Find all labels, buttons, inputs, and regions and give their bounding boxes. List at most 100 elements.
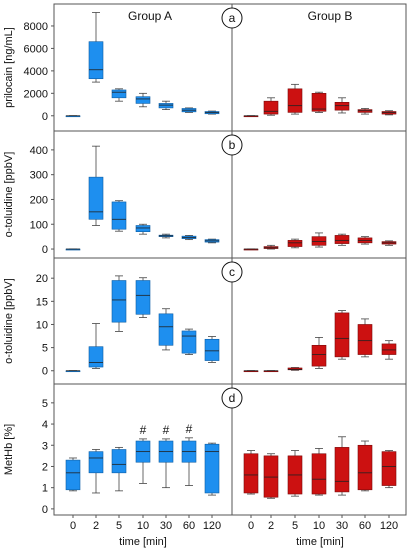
- box-b-1-30: [334, 233, 350, 246]
- panel-frames: [51, 3, 407, 518]
- box-body: [334, 235, 350, 244]
- y-tick-label-c: 10: [36, 319, 48, 331]
- box-body: [111, 201, 127, 230]
- panel-letter-circle-c: [221, 261, 243, 283]
- x-tick-label: 10: [313, 520, 325, 532]
- y-tick-label-a: 8000: [24, 21, 48, 33]
- box-body: [287, 240, 303, 247]
- panel-frame-d: [53, 383, 407, 516]
- y-tick-label-c: 5: [42, 343, 48, 355]
- x-tick-label: 120: [380, 520, 398, 532]
- box-body: [381, 343, 397, 355]
- box-c-1-5: [287, 367, 303, 371]
- box-body: [88, 41, 104, 80]
- y-tick-label-c: 15: [36, 296, 48, 308]
- box-b-0-120: [204, 238, 220, 244]
- box-b-1-10: [311, 232, 327, 248]
- box-a-1-0: [243, 115, 259, 118]
- box-c-1-10: [311, 337, 327, 369]
- box-body: [334, 102, 350, 111]
- box-b-0-10: [135, 223, 151, 235]
- box-c-0-10: [135, 277, 151, 318]
- box-body: [88, 346, 104, 368]
- box-c-1-30: [334, 310, 350, 360]
- y-tick-label-b: 200: [30, 194, 48, 206]
- box-body: [357, 324, 373, 355]
- box-a-0-5: [111, 88, 127, 102]
- y-tick-label-a: 4000: [24, 66, 48, 78]
- box-d-0-2: [88, 449, 104, 494]
- box-body: [311, 93, 327, 112]
- x-tick-label: 30: [160, 520, 172, 532]
- box-body: [381, 451, 397, 486]
- panel-letter-d: d: [229, 391, 236, 405]
- x-tick-label: 5: [116, 520, 122, 532]
- y-axis-label-d: MetHb [%]: [3, 424, 15, 475]
- box-body: [111, 89, 127, 99]
- y-tick-label-a: 2000: [24, 88, 48, 100]
- box-d-1-10: [311, 448, 327, 496]
- x-tick-label: 2: [268, 520, 274, 532]
- box-body: [135, 280, 151, 315]
- box-b-1-60: [357, 236, 373, 245]
- y-tick-label-a: 6000: [24, 43, 48, 55]
- box-body: [334, 447, 350, 493]
- box-d-0-10: [135, 438, 151, 484]
- x-axis-label-1: time [min]: [296, 536, 344, 548]
- box-a-0-60: [181, 107, 197, 113]
- box-c-1-2: [263, 370, 279, 373]
- group-title-0: Group A: [128, 9, 172, 23]
- box-body: [311, 236, 327, 246]
- box-body: [88, 176, 104, 220]
- box-d-1-5: [287, 450, 303, 497]
- box-b-1-2: [263, 244, 279, 250]
- y-axis-label-b: o-toluidine [ppbV]: [3, 152, 15, 238]
- box-c-0-2: [88, 323, 104, 369]
- panel-letter-c: c: [229, 265, 235, 279]
- box-body: [181, 330, 197, 354]
- box-a-1-10: [311, 91, 327, 113]
- y-tick-label-d: 3: [42, 440, 48, 452]
- panel-letter-circle-d: [221, 387, 243, 409]
- box-a-1-5: [287, 83, 303, 115]
- panel-letter-circle-b: [221, 134, 243, 156]
- box-c-1-0: [243, 370, 259, 373]
- box-b-1-5: [287, 238, 303, 249]
- x-tick-label: 0: [70, 520, 76, 532]
- box-b-0-60: [181, 235, 197, 241]
- x-tick-label: 60: [359, 520, 371, 532]
- box-b-0-2: [88, 145, 104, 226]
- y-tick-label-c: 0: [42, 366, 48, 378]
- x-axis-label-0: time [min]: [119, 536, 167, 548]
- box-c-0-60: [181, 328, 197, 355]
- box-d-1-60: [357, 440, 373, 492]
- y-tick-label-b: 0: [42, 244, 48, 256]
- box-body: [111, 280, 127, 323]
- box-body: [158, 103, 174, 109]
- box-body: [88, 451, 104, 474]
- box-b-1-120: [381, 240, 397, 246]
- box-c-0-30: [158, 308, 174, 351]
- box-body: [311, 344, 327, 367]
- box-body: [287, 367, 303, 371]
- box-b-0-30: [158, 233, 174, 239]
- box-a-1-30: [334, 97, 350, 114]
- group-title-1: Group B: [308, 9, 353, 23]
- box-body: [287, 88, 303, 113]
- box-a-0-0: [65, 115, 81, 118]
- panel-letter-b: b: [229, 138, 236, 152]
- box-body: [334, 312, 350, 358]
- box-body: [65, 459, 81, 491]
- box-d-1-2: [263, 453, 279, 499]
- x-tick-label: 5: [292, 520, 298, 532]
- chart-marks: [65, 12, 397, 499]
- box-c-1-60: [357, 318, 373, 358]
- y-tick-label-b: 400: [30, 145, 48, 157]
- box-d-0-5: [111, 446, 127, 492]
- box-a-1-120: [381, 110, 397, 116]
- box-a-0-120: [204, 110, 220, 115]
- box-body: [204, 443, 220, 494]
- significance-marker: #: [163, 423, 170, 437]
- y-axis-label-c: o-toluidine [ppbV]: [3, 278, 15, 364]
- x-tick-label: 10: [137, 520, 149, 532]
